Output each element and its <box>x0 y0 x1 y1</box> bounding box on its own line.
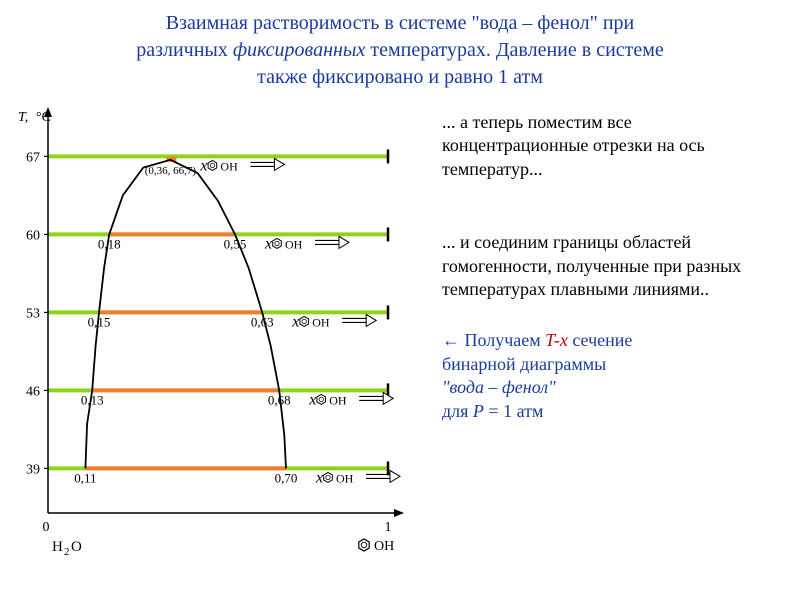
svg-text:x: x <box>315 469 323 486</box>
svg-text:OH: OH <box>374 539 394 554</box>
para3-p: P <box>473 401 484 421</box>
svg-text:OH: OH <box>285 237 303 251</box>
svg-text:67: 67 <box>26 150 40 165</box>
svg-text:53: 53 <box>26 306 40 321</box>
svg-text:H: H <box>52 539 63 555</box>
title-line2-pre: различных <box>136 39 233 61</box>
para3-sec: сечение <box>568 330 633 350</box>
svg-text:0,55: 0,55 <box>224 236 247 251</box>
title-line3: также фиксировано и равно 1 атм <box>257 66 543 88</box>
paragraph-3: ← Получаем T-x сечение бинарной диаграмм… <box>442 329 780 423</box>
title-line2-ital: фиксированных <box>233 39 365 61</box>
paragraph-2: ... и соединим границы областей гомогенн… <box>442 231 780 301</box>
svg-text:0,63: 0,63 <box>251 314 274 329</box>
svg-text:OH: OH <box>336 471 354 485</box>
svg-text:OH: OH <box>220 159 238 173</box>
svg-text:2: 2 <box>64 546 70 558</box>
svg-text:1: 1 <box>385 520 392 535</box>
title-line1-post: при <box>598 12 634 34</box>
para3-t4: = 1 атм <box>484 401 543 421</box>
svg-text:OH: OH <box>312 315 330 329</box>
svg-text:0,11: 0,11 <box>74 470 96 485</box>
page-title: Взаимная растворимость в системе "вода –… <box>0 0 800 97</box>
phase-diagram: xOH0,180,55xOH0,150,63xOH0,130,68xOH0,11… <box>8 103 428 563</box>
svg-text:T,: T, <box>18 110 28 125</box>
title-line1-quote: "вода – фенол" <box>471 12 597 34</box>
svg-text:x: x <box>199 157 207 174</box>
content-row: xOH0,180,55xOH0,150,63xOH0,130,68xOH0,11… <box>0 97 800 573</box>
svg-text:60: 60 <box>26 228 40 243</box>
svg-text:x: x <box>308 391 316 408</box>
svg-text:0: 0 <box>43 520 50 535</box>
svg-text:46: 46 <box>26 384 40 399</box>
para3-t2: бинарной диаграммы <box>442 354 606 374</box>
text-column: ... а теперь поместим все концентрационн… <box>428 103 780 563</box>
para3-t3: для <box>442 401 473 421</box>
svg-text:x: x <box>291 313 299 330</box>
para3-t1: Получаем <box>465 330 546 350</box>
title-line1-pre: Взаимная растворимость в системе <box>166 12 472 34</box>
svg-text:39: 39 <box>26 462 40 477</box>
svg-text:O: O <box>71 539 82 555</box>
para3-tx: T-x <box>545 330 568 350</box>
svg-text:(0,36, 66,7): (0,36, 66,7) <box>145 165 197 177</box>
svg-text:x: x <box>264 235 272 252</box>
title-line2-post: температурах. Давление в системе <box>365 39 663 61</box>
paragraph-1: ... а теперь поместим все концентрационн… <box>442 111 780 181</box>
para3-quote: "вода – фенол" <box>442 377 556 397</box>
svg-text:°C: °C <box>36 110 51 125</box>
svg-text:0,70: 0,70 <box>275 470 298 485</box>
svg-text:OH: OH <box>329 393 347 407</box>
para3-arrow: ← <box>442 330 465 350</box>
